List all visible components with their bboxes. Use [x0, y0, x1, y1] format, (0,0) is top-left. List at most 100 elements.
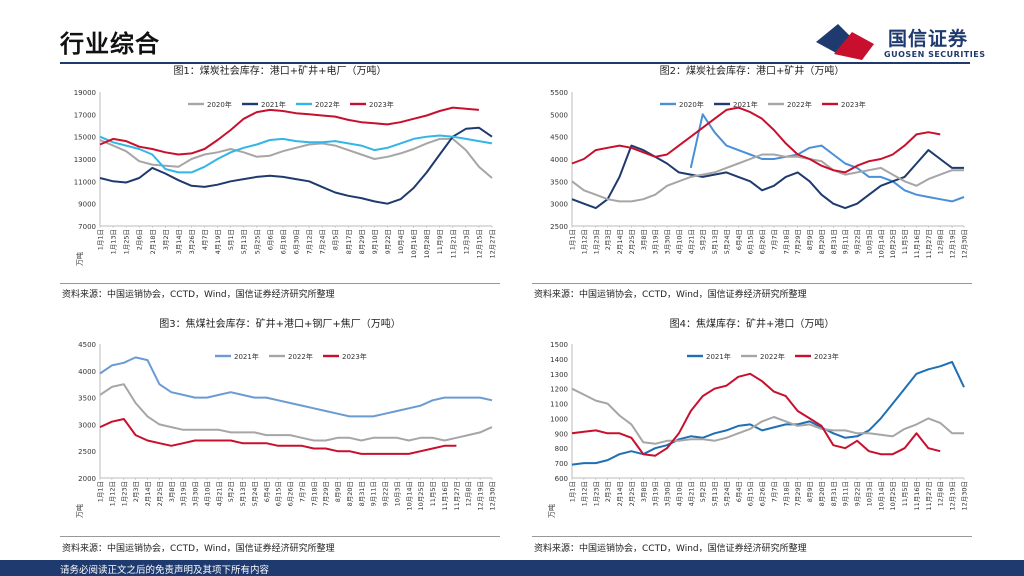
y-tick-label: 13000	[74, 156, 96, 164]
y-tick-label: 2500	[78, 448, 96, 456]
x-tick-label: 1月13日	[110, 229, 118, 254]
chart1-coal-inventory: 7000 9000 11000 13000 15000 17000 19000 1月1日 1月1…	[74, 89, 497, 266]
x-tick-label: 5月1日	[227, 229, 235, 250]
chart2-coal-inventory-port-mine: 2500 3000 3500 4000 4500 5000 5500 1月1日 1月12日 1月2…	[550, 89, 968, 259]
series-line-2023年	[99, 106, 479, 156]
x-tick-label: 4月10日	[675, 481, 683, 506]
y-tick-label: 9000	[78, 201, 96, 209]
y-tick-label: 2000	[78, 475, 96, 483]
x-tick-label: 1月25日	[123, 229, 131, 254]
x-tick-label: 1月12日	[108, 481, 116, 506]
x-tick-label: 2月6日	[136, 229, 144, 250]
x-tick-label: 5月2日	[699, 229, 707, 250]
chart3-coking-coal-inventory: 2000 2500 3000 3500 4000 4500 1月1日 1月12日 1月23日 2月…	[75, 341, 497, 518]
x-tick-label: 8月31日	[830, 229, 838, 254]
source-divider	[532, 536, 972, 537]
series-line-2022年	[99, 383, 493, 442]
chart4-source: 资料来源：中国运销协会，CCTD，Wind，国信证券经济研究所整理	[534, 544, 807, 554]
x-tick-label: 7月7日	[770, 229, 778, 250]
y-tick-label: 1000	[550, 415, 568, 423]
y-tick-label: 600	[555, 475, 568, 483]
legend-label: 2021年	[733, 100, 758, 109]
x-tick-label: 11月27日	[925, 229, 933, 259]
x-tick-label: 10月3日	[865, 481, 873, 506]
x-tick-label: 1月23日	[592, 481, 600, 506]
page-title: 行业综合	[60, 30, 160, 58]
x-tick-label: 2月3日	[132, 481, 140, 502]
x-tick-label: 6月4日	[735, 481, 743, 502]
y-tick-label: 4000	[550, 156, 568, 164]
x-tick-label: 8月9日	[806, 229, 814, 250]
x-tick-label: 9月22日	[854, 481, 862, 506]
source-divider	[60, 283, 500, 284]
x-tick-label: 5月24日	[723, 229, 731, 254]
logo-text-cn: 国信证券	[888, 28, 969, 50]
x-tick-label: 11月5日	[429, 481, 437, 506]
legend-label: 2023年	[841, 100, 866, 109]
unit-label: 万吨	[547, 504, 556, 518]
chart4-title: 图4：焦煤库存：矿井+港口（万吨）	[669, 319, 835, 330]
x-tick-label: 3月30日	[664, 229, 672, 254]
x-tick-label: 4月21日	[687, 229, 695, 254]
x-tick-label: 3月8日	[168, 481, 176, 502]
x-tick-label: 12月3日	[462, 229, 470, 254]
x-tick-label: 5月25日	[253, 229, 261, 254]
legend-label: 2022年	[315, 100, 340, 109]
x-tick-label: 10月14日	[877, 229, 885, 259]
y-tick-label: 19000	[74, 89, 96, 97]
x-tick-label: 12月19日	[949, 229, 957, 259]
y-tick-label: 1400	[550, 356, 568, 364]
x-tick-label: 7月12日	[306, 229, 314, 254]
x-tick-label: 12月8日	[937, 481, 945, 506]
x-tick-label: 2月3日	[604, 481, 612, 502]
x-tick-label: 8月17日	[345, 229, 353, 254]
series-line-2021年	[571, 144, 964, 210]
series-line-2022年	[571, 387, 964, 445]
x-tick-label: 2月14日	[616, 229, 624, 254]
x-tick-label: 8月31日	[830, 481, 838, 506]
x-tick-label: 8月9日	[806, 481, 814, 502]
x-tick-label: 9月11日	[370, 481, 378, 506]
y-tick-label: 4000	[78, 368, 96, 376]
disclaimer-text: 请务必阅读正文之后的免责声明及其项下所有内容	[60, 565, 270, 576]
y-tick-label: 15000	[74, 134, 96, 142]
x-tick-label: 1月1日	[97, 229, 105, 250]
series-line-2022年	[99, 134, 493, 174]
x-tick-label: 4月10日	[675, 229, 683, 254]
x-tick-label: 5月13日	[240, 229, 248, 254]
x-tick-label: 4月19日	[214, 229, 222, 254]
series-line-2022年	[571, 153, 964, 203]
x-tick-label: 2月14日	[144, 481, 152, 506]
x-tick-label: 5月13日	[239, 481, 247, 506]
x-tick-label: 3月30日	[664, 481, 672, 506]
x-tick-label: 7月18日	[782, 481, 790, 506]
series-line-2021年	[571, 360, 965, 466]
x-tick-label: 11月16日	[913, 481, 921, 511]
x-tick-label: 12月30日	[489, 481, 497, 511]
x-tick-label: 6月26日	[287, 481, 295, 506]
x-tick-label: 5月2日	[227, 481, 235, 502]
x-tick-label: 10月3日	[865, 229, 873, 254]
x-tick-label: 5月24日	[723, 481, 731, 506]
y-tick-label: 1200	[550, 386, 568, 394]
x-tick-label: 1月1日	[97, 481, 105, 502]
x-tick-label: 5月2日	[699, 481, 707, 502]
x-tick-label: 3月26日	[188, 229, 196, 254]
y-tick-label: 11000	[74, 178, 96, 186]
x-tick-label: 7月29日	[794, 229, 802, 254]
x-tick-label: 6月15日	[747, 481, 755, 506]
chart3-title: 图3：焦煤社会库存：矿井+港口+钢厂+焦厂（万吨）	[159, 319, 401, 330]
x-tick-label: 2月3日	[604, 229, 612, 250]
legend-label: 2020年	[207, 100, 232, 109]
x-tick-label: 3月8日	[640, 481, 648, 502]
series-line-2020年	[99, 137, 493, 179]
x-tick-label: 7月29日	[322, 481, 330, 506]
x-tick-label: 5月13日	[711, 229, 719, 254]
y-tick-label: 3000	[550, 201, 568, 209]
unit-label: 万吨	[75, 252, 84, 266]
x-tick-label: 1月23日	[120, 481, 128, 506]
x-tick-label: 4月7日	[201, 229, 209, 250]
x-tick-label: 10月4日	[397, 229, 405, 254]
x-tick-label: 3月14日	[175, 229, 183, 254]
x-tick-label: 10月25日	[889, 229, 897, 259]
